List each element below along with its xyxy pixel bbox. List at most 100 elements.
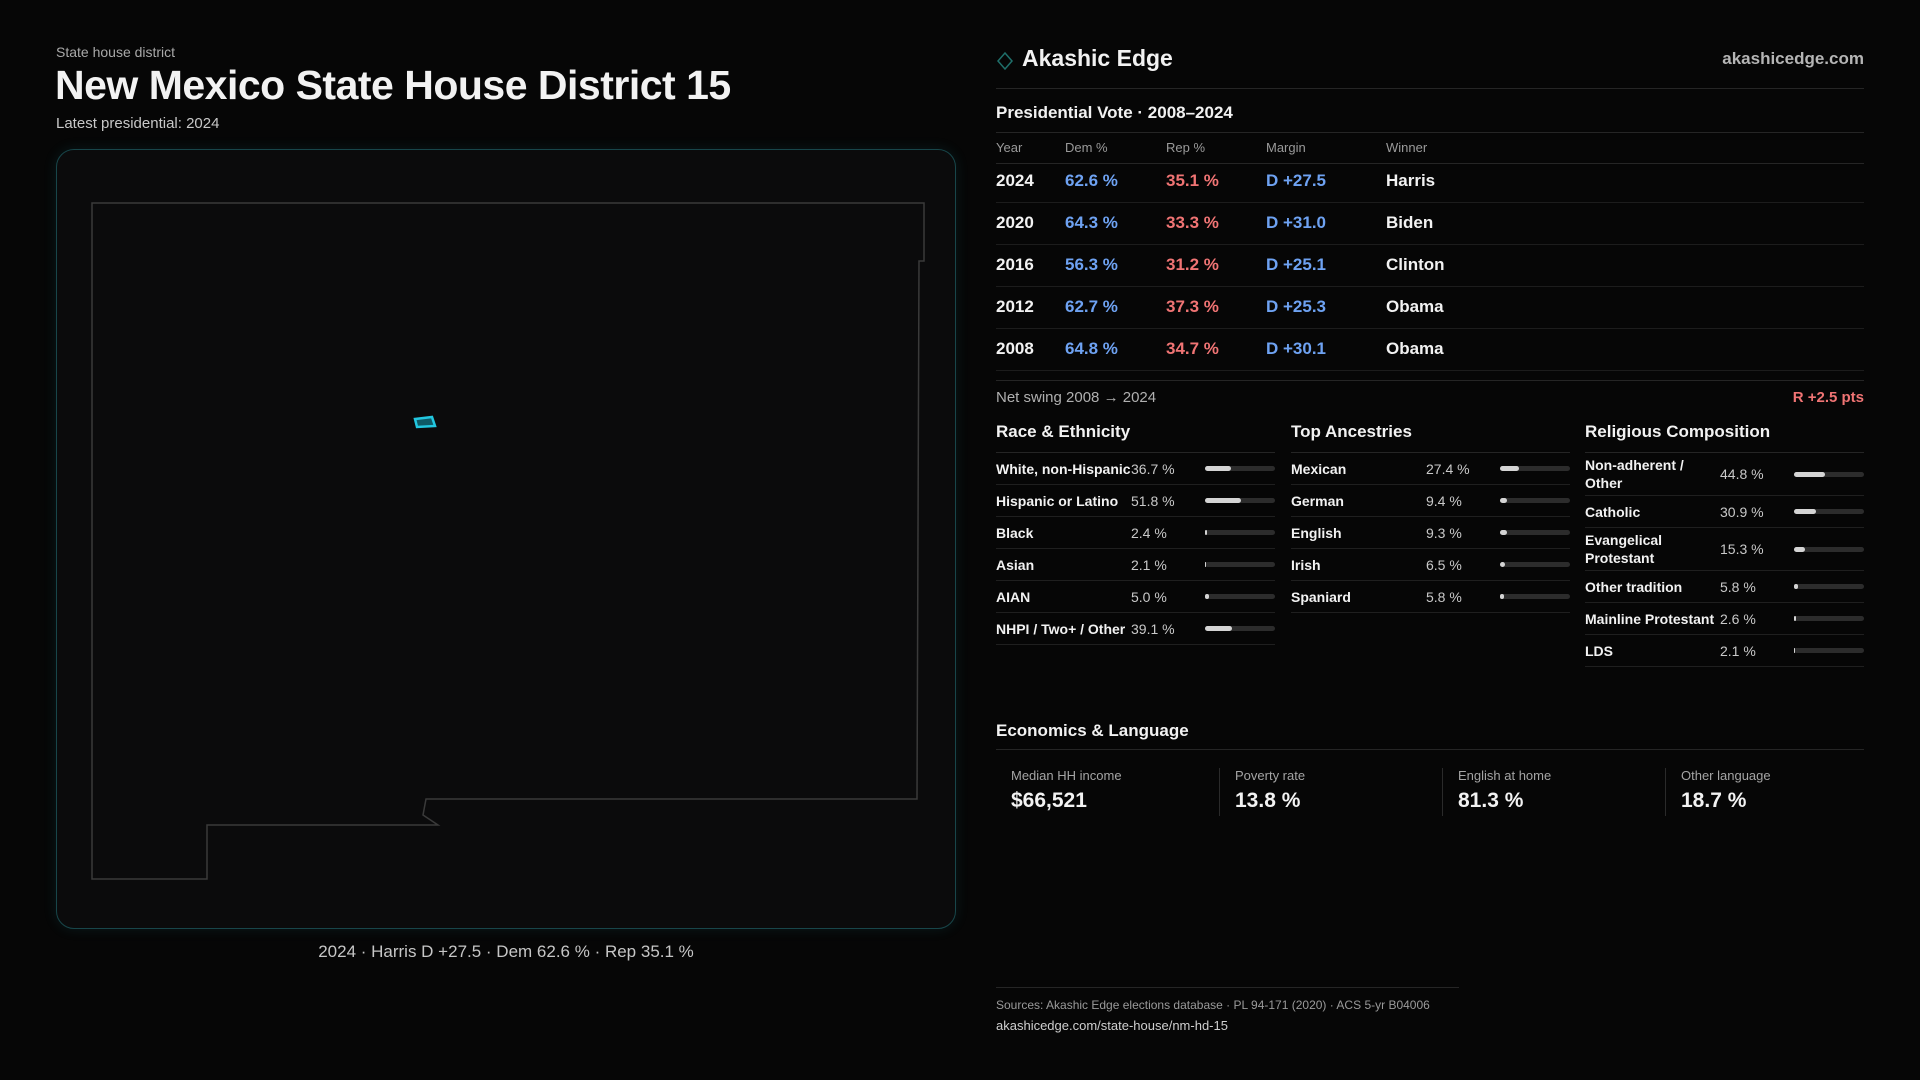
- row-value: 2.1 %: [1720, 642, 1756, 659]
- row-value: 5.8 %: [1426, 588, 1462, 605]
- divider: [996, 202, 1864, 203]
- section-title: Religious Composition: [1585, 422, 1864, 453]
- bar: [1205, 562, 1207, 567]
- demographic-row: Catholic 30.9 %: [1585, 496, 1864, 528]
- bar: [1794, 509, 1816, 514]
- stat-value: 81.3 %: [1458, 789, 1524, 812]
- row-value: 27.4 %: [1426, 460, 1470, 477]
- bar: [1500, 562, 1505, 567]
- demographic-row: Spaniard 5.8 %: [1291, 581, 1570, 613]
- table-cell: 2024: [996, 171, 1034, 190]
- bar-track: [1500, 498, 1570, 503]
- demographic-row: NHPI / Two+ / Other 39.1 %: [996, 613, 1275, 645]
- bar: [1794, 546, 1805, 552]
- row-label: Catholic: [1585, 503, 1641, 520]
- row-value: 44.8 %: [1720, 466, 1764, 482]
- demographic-row: AIAN 5.0 %: [996, 581, 1275, 613]
- demographic-row: Asian 2.1 %: [996, 549, 1275, 581]
- bar-track: [1794, 616, 1864, 621]
- swing-value: R +2.5 pts: [1792, 389, 1864, 406]
- bar-track: [1794, 471, 1864, 477]
- bar-track: [1205, 466, 1275, 471]
- table-cell: D +27.5: [1266, 171, 1327, 190]
- stat-label: English at home: [1458, 768, 1552, 783]
- row-label: LDS: [1585, 642, 1613, 659]
- stat-label: Poverty rate: [1235, 768, 1306, 783]
- demographic-section: Top Ancestries Mexican 27.4 % German 9.4 % En…: [1291, 422, 1570, 613]
- bar: [1500, 530, 1507, 535]
- bar: [1205, 530, 1207, 535]
- bar: [1500, 594, 1505, 599]
- map-caption: 2024 · Harris D +27.5 · Dem 62.6 % · Rep…: [318, 942, 694, 961]
- table-cell: Biden: [1386, 213, 1434, 232]
- row-value: 5.0 %: [1131, 588, 1167, 605]
- stat-value: 13.8 %: [1235, 789, 1301, 812]
- column-header: Winner: [1386, 140, 1428, 155]
- divider: [996, 132, 1864, 133]
- bar: [1500, 498, 1507, 503]
- demographic-row: Other tradition 5.8 %: [1585, 571, 1864, 603]
- stat-card: Poverty rate 13.8 %: [1219, 768, 1435, 816]
- row-value: 2.6 %: [1720, 610, 1756, 627]
- demographic-row: Mainline Protestant 2.6 %: [1585, 603, 1864, 635]
- bar: [1205, 594, 1209, 599]
- row-label: Irish: [1291, 556, 1321, 573]
- row-label: NHPI / Two+ / Other: [996, 620, 1126, 637]
- demographic-row: Mexican 27.4 %: [1291, 453, 1570, 485]
- bar: [1205, 498, 1242, 503]
- row-value: 51.8 %: [1131, 492, 1175, 509]
- demographic-row: German 9.4 %: [1291, 485, 1570, 517]
- bar: [1500, 466, 1520, 471]
- bar-track: [1500, 466, 1570, 471]
- divider: [996, 987, 1459, 988]
- row-value: 2.1 %: [1131, 556, 1167, 573]
- demographic-row: Irish 6.5 %: [1291, 549, 1570, 581]
- map: [91, 202, 925, 880]
- column-header: Margin: [1266, 140, 1306, 155]
- row-label: Mainline Protestant: [1585, 610, 1715, 627]
- bar: [1794, 584, 1799, 589]
- row-value: 9.4 %: [1426, 492, 1462, 509]
- swing-label: Net swing 2008 → 2024: [996, 389, 1157, 406]
- row-value: 39.1 %: [1131, 620, 1175, 637]
- bar-track: [1500, 594, 1570, 599]
- divider: [996, 370, 1864, 371]
- table-cell: 2012: [996, 297, 1034, 316]
- column-header: Rep %: [1166, 140, 1206, 155]
- table-cell: Clinton: [1386, 255, 1445, 274]
- table-cell: Harris: [1386, 171, 1436, 190]
- divider: [996, 380, 1864, 381]
- row-value: 15.3 %: [1720, 541, 1764, 557]
- table-cell: D +31.0: [1266, 213, 1327, 232]
- row-label: Non-adherent / Other: [1585, 457, 1684, 491]
- row-value: 30.9 %: [1720, 503, 1764, 520]
- row-value: 5.8 %: [1720, 578, 1756, 595]
- demographic-section: Race & Ethnicity White, non-Hispanic 36.7 …: [996, 422, 1275, 645]
- demographic-row: White, non-Hispanic 36.7 %: [996, 453, 1275, 485]
- row-label: Hispanic or Latino: [996, 492, 1119, 509]
- page-title: New Mexico State House District 15: [55, 62, 731, 108]
- bar-track: [1205, 530, 1275, 535]
- stat-label: Other language: [1681, 768, 1771, 783]
- table-cell: 34.7 %: [1166, 339, 1219, 358]
- eyebrow: State house district: [56, 44, 176, 60]
- table-cell: 64.3 %: [1065, 213, 1118, 232]
- row-label: Evangelical Protestant: [1585, 532, 1663, 566]
- divider: [996, 286, 1864, 287]
- row-label: White, non-Hispanic: [996, 460, 1131, 477]
- column-header: Dem %: [1065, 140, 1108, 155]
- section-title: Race & Ethnicity: [996, 422, 1275, 453]
- divider: [996, 88, 1864, 89]
- bar-track: [1205, 594, 1275, 599]
- table-cell: D +25.1: [1266, 255, 1327, 274]
- section-title: Top Ancestries: [1291, 422, 1570, 453]
- stat-label: Median HH income: [1011, 768, 1122, 783]
- row-value: 9.3 %: [1426, 524, 1462, 541]
- demographic-row: Evangelical Protestant 15.3 %: [1585, 528, 1864, 571]
- demographic-section: Religious Composition Non-adherent / Othe…: [1585, 422, 1864, 667]
- bar-track: [1794, 546, 1864, 552]
- row-label: German: [1291, 492, 1344, 509]
- bar-track: [1794, 648, 1864, 653]
- bar: [1205, 466, 1231, 471]
- bar-track: [1794, 509, 1864, 514]
